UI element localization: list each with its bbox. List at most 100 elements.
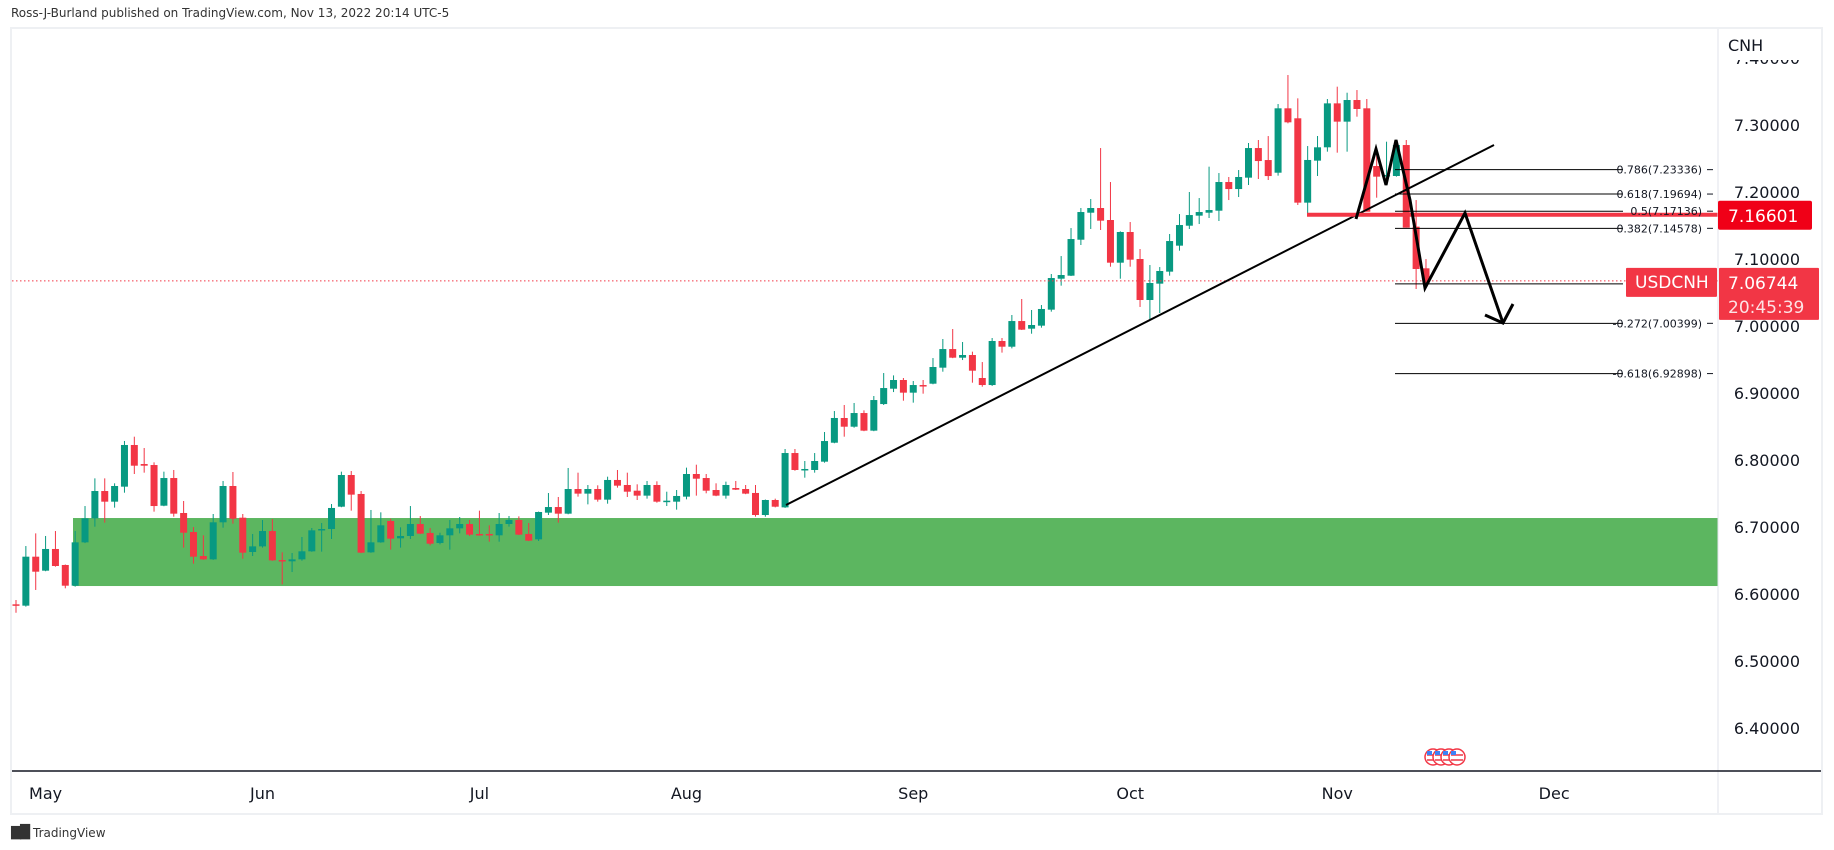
candle bbox=[1175, 225, 1183, 246]
candle bbox=[840, 417, 848, 427]
price-tick-label: 6.80000 bbox=[1734, 451, 1800, 470]
candle bbox=[328, 507, 336, 530]
candle bbox=[1028, 324, 1036, 329]
candle bbox=[919, 385, 927, 387]
candle bbox=[229, 485, 237, 519]
candle bbox=[475, 533, 483, 536]
time-tick-label: Jun bbox=[249, 784, 275, 803]
last-price-label: 7.06744 bbox=[1728, 274, 1798, 294]
candle bbox=[259, 531, 266, 547]
candle bbox=[692, 474, 700, 479]
candle bbox=[180, 512, 188, 533]
candle bbox=[12, 604, 20, 606]
fib-level-label: 0.5(7.17136) bbox=[1630, 205, 1702, 218]
price-tick-label: 7.00000 bbox=[1734, 317, 1800, 336]
candle bbox=[1245, 148, 1252, 178]
axis-header-bg bbox=[1720, 29, 1820, 60]
candle bbox=[623, 484, 631, 492]
time-tick-label: Nov bbox=[1322, 784, 1353, 803]
candle bbox=[1087, 208, 1095, 213]
candle bbox=[61, 564, 69, 586]
candle bbox=[732, 488, 740, 490]
candle bbox=[298, 551, 306, 560]
candle bbox=[564, 489, 572, 514]
candle bbox=[663, 500, 671, 503]
candle bbox=[377, 525, 385, 543]
candle bbox=[120, 444, 128, 487]
fib-retracement: 0.786(7.23336) 0.618(7.19694) 0.5(7.17136)… bbox=[1395, 164, 1713, 381]
candle bbox=[1304, 159, 1312, 203]
candle bbox=[1047, 278, 1055, 310]
level-price-box bbox=[1718, 200, 1812, 230]
candle bbox=[1097, 208, 1105, 221]
candle bbox=[949, 349, 957, 358]
candle bbox=[939, 349, 947, 368]
candle bbox=[633, 490, 641, 496]
last-price-box bbox=[1719, 267, 1819, 320]
candle bbox=[1373, 166, 1381, 177]
candle bbox=[909, 385, 917, 393]
publish-info: Ross-J-Burland published on TradingView.… bbox=[11, 6, 450, 20]
footer-brand[interactable]: ▇█ TradingView bbox=[11, 825, 106, 840]
candle bbox=[189, 532, 197, 557]
candle bbox=[1323, 103, 1331, 148]
price-tick-label: 6.50000 bbox=[1734, 652, 1800, 671]
candle bbox=[1343, 100, 1351, 122]
candle bbox=[1077, 212, 1085, 240]
drawings bbox=[12, 139, 1718, 506]
candle bbox=[1008, 321, 1016, 347]
price-tick-label: 7.30000 bbox=[1734, 116, 1800, 135]
economic-events[interactable] bbox=[1424, 748, 1466, 766]
candle bbox=[436, 535, 444, 544]
candle bbox=[446, 528, 454, 536]
candle bbox=[42, 548, 50, 571]
candle bbox=[1205, 210, 1213, 213]
candle bbox=[170, 478, 178, 514]
candle bbox=[1392, 145, 1400, 176]
time-tick-label: Sep bbox=[898, 784, 928, 803]
candles bbox=[12, 75, 1430, 613]
candle bbox=[1235, 176, 1243, 190]
candle bbox=[22, 556, 30, 606]
candle bbox=[51, 548, 59, 566]
candle bbox=[337, 475, 345, 507]
candle bbox=[199, 556, 207, 560]
candle bbox=[968, 355, 976, 371]
brand-name: TradingView bbox=[33, 825, 106, 840]
candle bbox=[899, 380, 907, 393]
candle bbox=[288, 559, 296, 562]
price-tick-label: 6.60000 bbox=[1734, 585, 1800, 604]
candle bbox=[308, 530, 316, 552]
candle bbox=[1146, 282, 1154, 301]
price-tick-label: 6.70000 bbox=[1734, 518, 1800, 537]
candle bbox=[988, 341, 996, 386]
trendline[interactable] bbox=[785, 144, 1495, 506]
chart-frame bbox=[10, 27, 1823, 815]
support-zone bbox=[73, 518, 1718, 587]
candle bbox=[71, 542, 79, 586]
us-flag-icon[interactable] bbox=[1448, 748, 1466, 766]
flag-canton bbox=[1451, 751, 1456, 755]
candle bbox=[830, 417, 838, 443]
time-tick-label: Jul bbox=[469, 784, 489, 803]
candle bbox=[821, 441, 829, 462]
candle bbox=[101, 491, 109, 502]
candle bbox=[91, 491, 99, 519]
candle bbox=[268, 531, 276, 561]
candle bbox=[367, 542, 375, 553]
time-tick-label: Dec bbox=[1539, 784, 1570, 803]
candle bbox=[397, 535, 405, 539]
candle bbox=[1037, 308, 1045, 326]
time-tick-label: Oct bbox=[1116, 784, 1144, 803]
candle bbox=[32, 556, 40, 572]
candle bbox=[1254, 148, 1262, 162]
candle bbox=[406, 523, 414, 536]
candle bbox=[1136, 259, 1144, 301]
candle bbox=[318, 529, 326, 531]
candle bbox=[1215, 182, 1223, 211]
candle bbox=[1294, 118, 1302, 203]
currency-label: CNH bbox=[1728, 36, 1763, 55]
candle bbox=[1314, 147, 1322, 161]
candle bbox=[752, 492, 759, 516]
